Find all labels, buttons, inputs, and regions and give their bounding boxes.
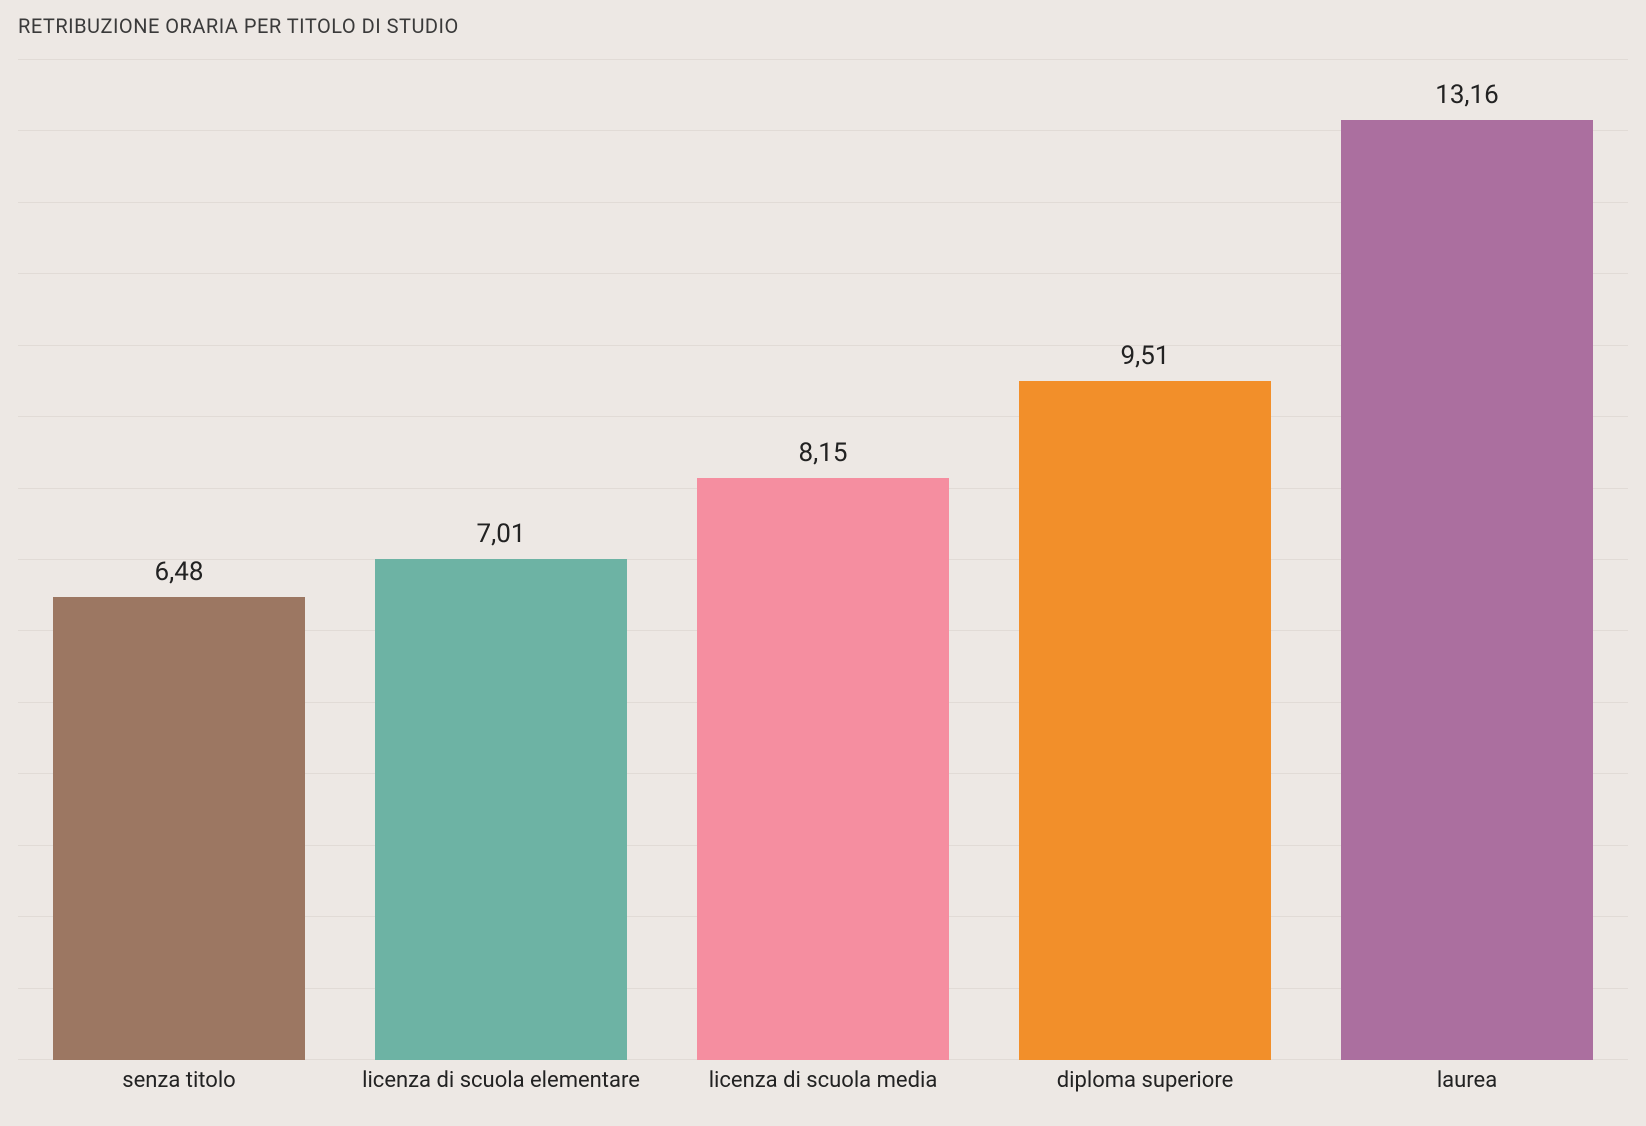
- bar-value-label: 9,51: [1121, 341, 1170, 371]
- bar-value-label: 13,16: [1435, 80, 1499, 110]
- bar-value-label: 7,01: [477, 519, 526, 549]
- bar: [697, 478, 948, 1060]
- x-axis-label: laurea: [1306, 1068, 1628, 1093]
- bar: [1019, 381, 1270, 1060]
- bar-slot: 8,15: [662, 60, 984, 1060]
- x-axis-labels: senza titololicenza di scuola elementare…: [18, 1068, 1628, 1093]
- bar: [375, 559, 626, 1060]
- bars-container: 6,48 7,01 8,15 9,51 13,16: [18, 60, 1628, 1060]
- bar-value-label: 6,48: [155, 557, 204, 587]
- chart-title: RETRIBUZIONE ORARIA PER TITOLO DI STUDIO: [18, 14, 459, 38]
- bar-slot: 7,01: [340, 60, 662, 1060]
- x-axis-label: licenza di scuola elementare: [340, 1068, 662, 1093]
- bar: [53, 597, 304, 1060]
- x-axis-label: diploma superiore: [984, 1068, 1306, 1093]
- x-axis-label: licenza di scuola media: [662, 1068, 984, 1093]
- plot-area: 6,48 7,01 8,15 9,51 13,16: [18, 60, 1628, 1060]
- bar-value-label: 8,15: [799, 438, 848, 468]
- bar-slot: 9,51: [984, 60, 1306, 1060]
- x-axis-label: senza titolo: [18, 1068, 340, 1093]
- bar-slot: 6,48: [18, 60, 340, 1060]
- bar-slot: 13,16: [1306, 60, 1628, 1060]
- bar: [1341, 120, 1592, 1060]
